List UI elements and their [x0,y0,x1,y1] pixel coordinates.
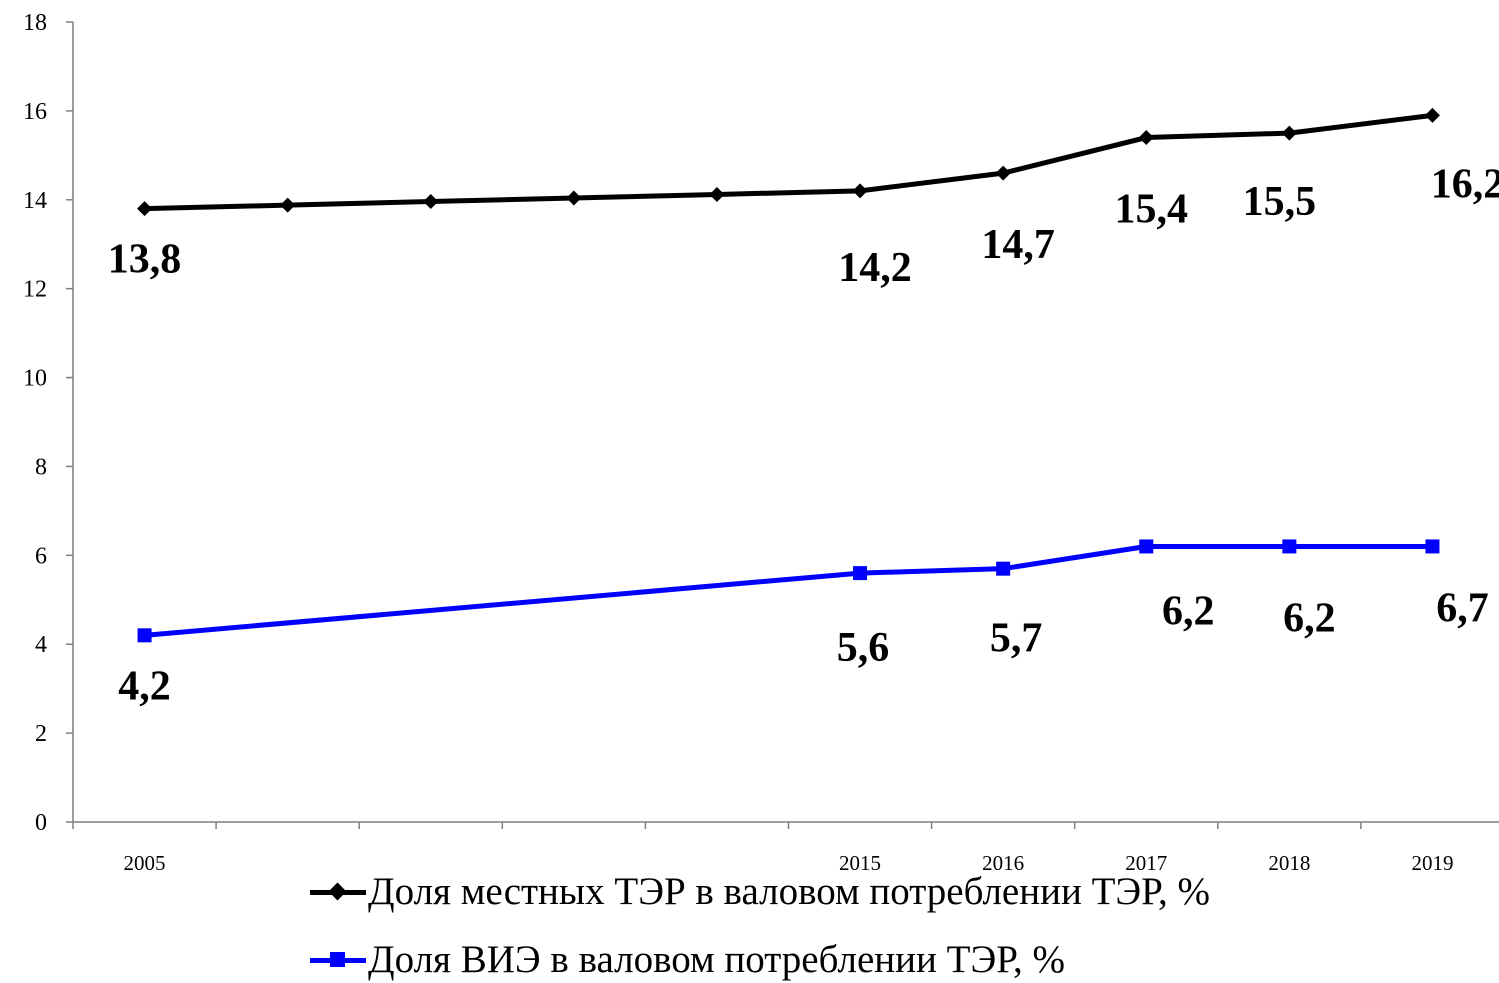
data-label: 15,4 [1115,187,1189,233]
legend-item-renewables: Доля ВИЭ в валовом потреблении ТЭР, % [310,940,1065,979]
data-point-square [853,566,868,581]
data-point-diamond [280,197,296,213]
legend-diamond-icon [310,877,366,907]
y-tick-label: 2 [35,721,47,747]
data-point-diamond [852,183,868,199]
y-tick-label: 12 [23,277,47,303]
data-point-diamond [566,190,582,206]
x-tick-label: 2017 [1125,851,1167,875]
y-tick-label: 6 [35,543,47,569]
legend-label: Доля местных ТЭР в валовом потреблении Т… [368,870,1210,913]
x-tick-label: 2018 [1268,851,1310,875]
data-label: 5,6 [837,625,890,671]
data-label: 5,7 [990,616,1043,662]
chart-series [137,107,1440,643]
data-label: 6,2 [1162,588,1215,634]
y-tick-label: 14 [23,188,47,214]
legend-item-local-fuel: Доля местных ТЭР в валовом потреблении Т… [310,872,1210,911]
data-label: 15,5 [1243,179,1317,225]
y-tick-label: 4 [35,632,47,658]
x-tick-label: 2005 [124,851,166,875]
data-point-diamond [709,186,725,202]
y-tick-label: 8 [35,454,47,480]
data-point-square [996,561,1011,576]
data-label: 4,2 [118,663,171,709]
data-point-diamond [995,165,1011,181]
data-label: 14,7 [981,222,1055,268]
data-point-diamond [423,194,439,210]
data-point-square [1139,539,1154,554]
y-tick-label: 18 [23,10,47,36]
series-line [144,112,1433,212]
y-tick-label: 16 [23,99,47,125]
data-label: 6,2 [1283,595,1336,641]
data-point-diamond [137,201,153,217]
x-tick-label: 2019 [1411,851,1453,875]
x-tick-label: 2016 [982,851,1024,875]
legend-label: Доля ВИЭ в валовом потреблении ТЭР, % [368,938,1065,981]
data-point-diamond [1424,107,1440,123]
chart-data-labels: 13,8 14,2 14,7 15,4 15,5 16,2 4,2 5,6 5,7 6,2 6,2 6… [108,161,1499,709]
data-point-square [1425,539,1440,554]
y-tick-label: 10 [23,366,47,392]
y-tick-label: 0 [35,810,47,836]
data-point-square [137,628,152,643]
x-tick-label: 2015 [839,851,881,875]
legend-square-icon [310,945,366,975]
data-label: 6,7 [1436,585,1489,631]
data-point-diamond [1138,130,1154,146]
series-line [144,543,1433,638]
data-point-square [1282,539,1297,554]
chart-axes: 0 2 4 6 8 10 12 14 16 18 2005 2015 2016 2017 2018 2019 [23,10,1499,875]
data-label: 13,8 [108,237,182,283]
data-label: 14,2 [838,245,912,291]
data-point-diamond [1281,125,1297,141]
data-label: 16,2 [1431,161,1499,207]
